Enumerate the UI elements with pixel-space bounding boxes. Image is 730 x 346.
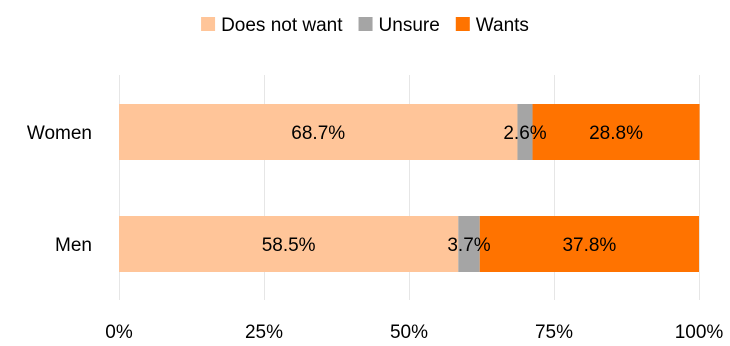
data-label-women-does-not-want: 68.7% — [291, 123, 345, 144]
legend-label-wants: Wants — [476, 15, 529, 36]
legend: Does not want Unsure Wants — [201, 15, 529, 36]
x-tick-label-4: 100% — [675, 322, 724, 343]
data-label-women-wants: 28.8% — [589, 123, 643, 144]
data-label-men-wants: 37.8% — [562, 235, 616, 256]
legend-label-does-not-want: Does not want — [221, 15, 343, 36]
bar-women-does-not-want — [119, 104, 518, 160]
category-labels: Women Men — [27, 123, 92, 256]
bar-men-wants — [479, 216, 699, 272]
bars — [119, 104, 700, 272]
legend-label-unsure: Unsure — [379, 15, 440, 36]
legend-swatch-unsure — [358, 17, 373, 31]
bar-men-unsure — [458, 216, 480, 272]
data-labels: 68.7% 2.6% 28.8% 58.5% 3.7% 37.8% — [262, 123, 643, 256]
legend-swatch-does-not-want — [201, 17, 216, 31]
data-label-men-unsure: 3.7% — [447, 235, 490, 256]
bar-men-does-not-want — [119, 216, 459, 272]
data-label-men-does-not-want: 58.5% — [262, 235, 316, 256]
x-tick-label-3: 75% — [535, 322, 573, 343]
bar-women-unsure — [517, 104, 533, 160]
x-tick-label-2: 50% — [390, 322, 428, 343]
bar-women-wants — [532, 104, 700, 160]
legend-swatch-wants — [455, 17, 470, 31]
data-label-women-unsure: 2.6% — [503, 123, 546, 144]
x-tick-label-1: 25% — [245, 322, 283, 343]
category-label-1: Men — [55, 235, 92, 256]
category-label-0: Women — [27, 123, 92, 144]
x-axis-tick-labels: 0% 25% 50% 75% 100% — [105, 322, 723, 343]
x-tick-label-0: 0% — [105, 322, 133, 343]
